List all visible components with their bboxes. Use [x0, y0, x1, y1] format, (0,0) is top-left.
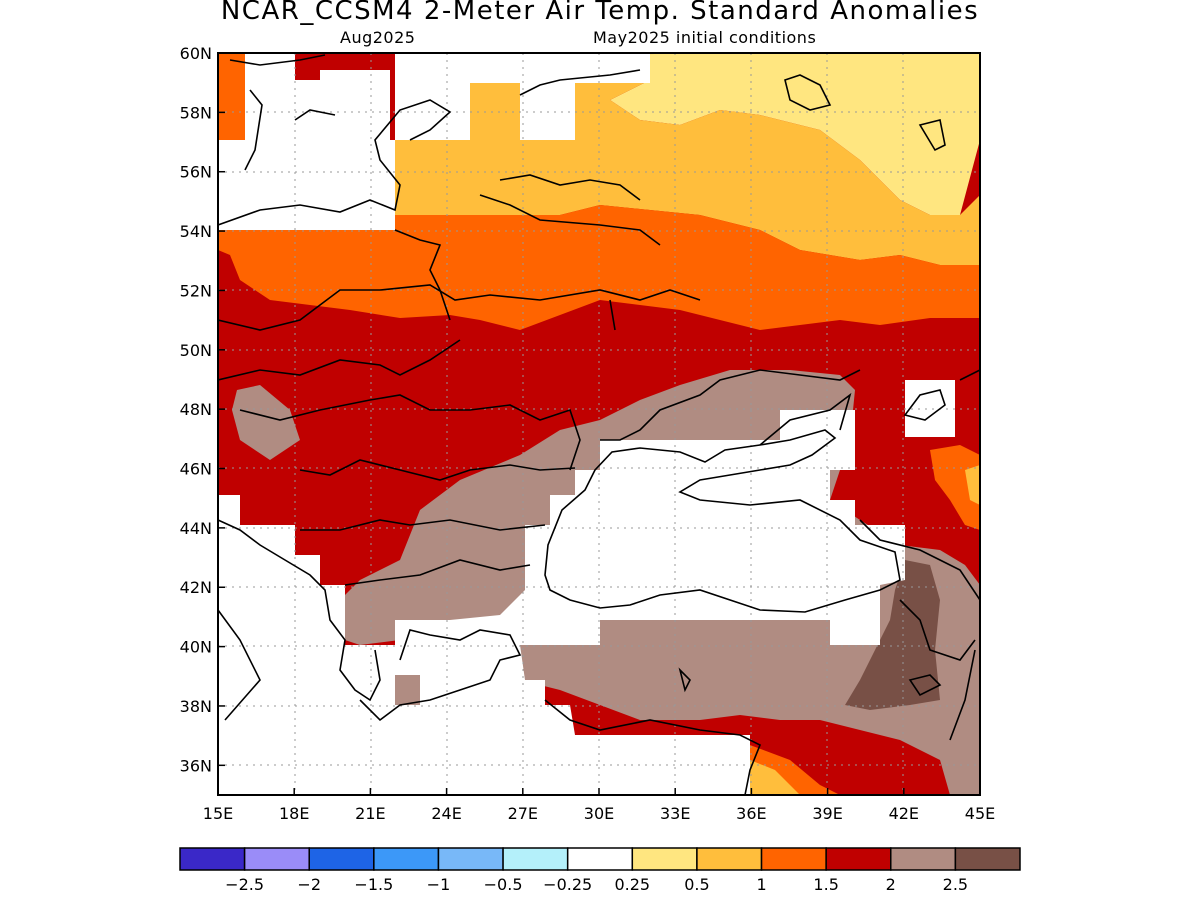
- lon-tick-label: 18E: [279, 804, 309, 823]
- colorbar-labels: −2.5 −2 −1.5 −1 −0.5 −0.25 0.25 0.5 1 1.5 2 2.5: [225, 875, 968, 894]
- lon-tick-label: 39E: [812, 804, 842, 823]
- lat-tick-label: 36N: [180, 756, 212, 775]
- colorbar-swatch: [373, 847, 440, 871]
- sea-of-azov: [759, 392, 852, 446]
- colorbar-label: −1.5: [354, 875, 393, 894]
- colorbar-label: −0.5: [484, 875, 523, 894]
- colorbar-swatch: [502, 847, 569, 871]
- colorbar-swatch: [760, 847, 827, 871]
- lon-tick-label: 36E: [736, 804, 766, 823]
- field-1-to-1-5: [218, 53, 980, 795]
- map-title: NCAR_CCSM4 2-Meter Air Temp. Standard An…: [220, 0, 980, 26]
- country-border-5: [299, 459, 576, 481]
- lat-tick-label: 40N: [180, 638, 212, 657]
- country-border-3: [218, 339, 461, 381]
- colorbar-label: −1: [427, 875, 451, 894]
- colorbar: [179, 847, 1021, 871]
- gulf-of-finland: [519, 69, 641, 96]
- country-border-7: [344, 559, 531, 586]
- country-border-10: [899, 599, 976, 661]
- colorbar-swatch: [825, 847, 892, 871]
- field-greece-patch: [395, 675, 420, 705]
- colorbar-swatch: [566, 847, 634, 871]
- baltic-coast: [218, 99, 452, 226]
- lat-tick-label: 46N: [180, 460, 212, 479]
- lat-tick-label: 60N: [180, 44, 212, 63]
- longitude-labels: 15E 18E 21E 24E 27E 30E 33E 36E 39E 42E 45E: [203, 804, 995, 823]
- country-border-11: [479, 174, 661, 246]
- lat-tick-label: 38N: [180, 697, 212, 716]
- field-0-25-to-0-5: [470, 53, 980, 215]
- country-border-12: [439, 289, 616, 331]
- lon-tick-label: 27E: [508, 804, 538, 823]
- lon-tick-label: 33E: [660, 804, 690, 823]
- colorbar-label: −2.5: [225, 875, 264, 894]
- country-border-2: [394, 229, 442, 291]
- axis-ticks: [217, 52, 981, 795]
- colorbar-label: 0.25: [614, 875, 650, 894]
- lat-tick-label: 52N: [180, 281, 212, 300]
- scandinavia: [229, 54, 336, 171]
- colorbar-swatch: [179, 847, 246, 871]
- colorbar-swatch: [243, 847, 310, 871]
- latitude-labels: 36N 38N 40N 42N 44N 46N 48N 50N 52N 54N 56N 58N 60N: [180, 44, 212, 775]
- forecast-month: Aug2025: [340, 28, 416, 47]
- lat-tick-label: 58N: [180, 103, 212, 122]
- caspian-coast: [949, 369, 980, 741]
- colorbar-label: −0.25: [543, 875, 592, 894]
- colorbar-swatch: [437, 847, 504, 871]
- lon-tick-label: 21E: [355, 804, 385, 823]
- lat-tick-label: 48N: [180, 400, 212, 419]
- lakes: [678, 74, 946, 697]
- colorbar-swatch: [696, 847, 763, 871]
- country-border-6: [300, 519, 546, 531]
- lon-tick-label: 45E: [965, 804, 995, 823]
- country-border-4: [239, 394, 581, 471]
- colorbar-swatch: [954, 847, 1021, 871]
- colorbar-label: 1.5: [813, 875, 838, 894]
- lat-tick-label: 50N: [180, 341, 212, 360]
- lon-tick-label: 42E: [889, 804, 919, 823]
- adriatic-coast: [218, 519, 381, 721]
- aegean-coast: [359, 629, 522, 722]
- lon-tick-label: 30E: [584, 804, 614, 823]
- lat-tick-label: 42N: [180, 578, 212, 597]
- lon-tick-label: 15E: [203, 804, 233, 823]
- colorbar-label: 1: [756, 875, 766, 894]
- field-above-2-5: [845, 560, 940, 710]
- country-border-8: [600, 369, 861, 441]
- lat-tick-label: 54N: [180, 222, 212, 241]
- colorbar-label: −2: [297, 875, 321, 894]
- turkey-south-coast: [544, 699, 762, 795]
- colorbar-swatch: [890, 847, 957, 871]
- coastlines-and-borders: [218, 54, 980, 795]
- lat-tick-label: 56N: [180, 163, 212, 182]
- initial-conditions: May2025 initial conditions: [593, 28, 817, 47]
- colorbar-swatch: [308, 847, 375, 871]
- lat-tick-label: 44N: [180, 519, 212, 538]
- colorbar-swatch: [631, 847, 698, 871]
- black-sea-coast: [544, 429, 901, 613]
- country-border-1: [218, 284, 701, 331]
- colorbar-label: 0.5: [684, 875, 709, 894]
- lon-tick-label: 24E: [431, 804, 461, 823]
- country-border-9: [859, 519, 980, 601]
- colorbar-label: 2: [886, 875, 896, 894]
- colorbar-label: 2.5: [943, 875, 968, 894]
